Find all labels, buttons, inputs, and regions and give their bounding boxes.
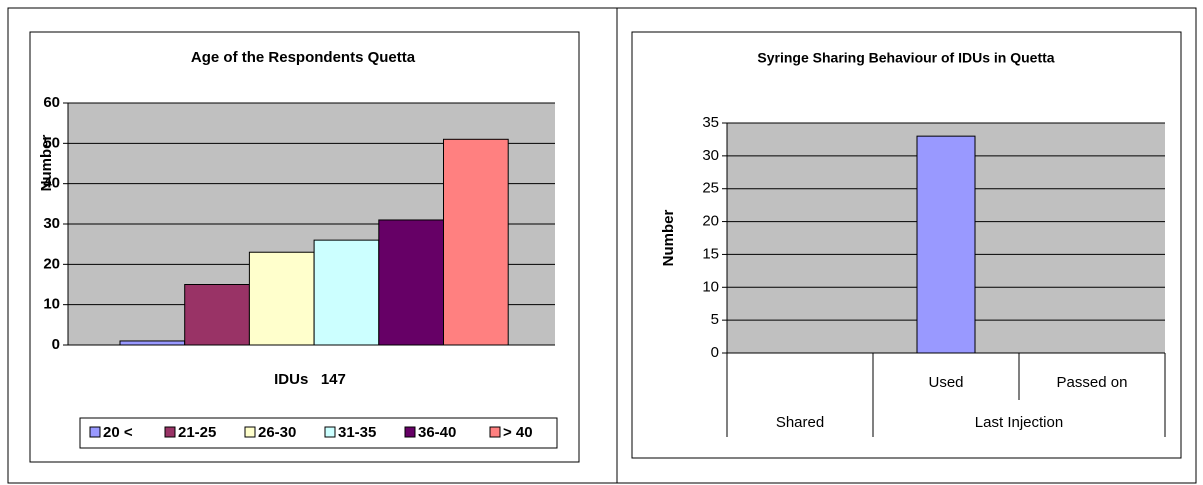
y-tick-label: 50 [43,134,60,151]
y-axis-label: Number [660,210,677,267]
legend-label: 20 < [103,424,133,441]
chart-title: Age of the Respondents Quetta [191,49,416,66]
legend-swatch [404,426,416,438]
y-tick-label: 20 [702,213,719,230]
legend-swatch [489,426,501,438]
table-border [7,7,1197,484]
y-tick-label: 20 [43,255,60,272]
y-tick-label: 15 [702,245,719,262]
y-tick-label: 30 [702,147,719,164]
bar [248,251,315,346]
legend-label: 26-30 [258,424,296,441]
y-tick-label: 5 [711,311,719,328]
chart-title: Syringe Sharing Behaviour of IDUs in Que… [757,50,1054,66]
x-axis-label: IDUs 147 [274,371,346,388]
x-tick-label: Used [928,374,963,391]
bar [378,219,444,346]
group-label: Last Injection [975,414,1063,431]
y-tick-label: 10 [702,278,719,295]
x-tick-label: Passed on [1057,374,1128,391]
bar [119,340,186,346]
group-label: Shared [776,414,824,431]
y-tick-label: 60 [43,94,60,111]
legend-swatch [324,426,336,438]
bar [443,138,509,346]
y-tick-label: 0 [711,344,719,361]
y-tick-label: 35 [702,114,719,131]
y-axis-label: Number [38,135,55,192]
legend-label: > 40 [503,424,533,441]
y-tick-label: 0 [52,336,60,353]
legend [79,417,558,449]
bar [313,239,380,346]
legend-swatch [164,426,176,438]
legend-label: 31-35 [338,424,376,441]
y-tick-label: 40 [43,175,60,192]
legend-swatch [89,426,101,438]
bar [184,284,250,346]
bar [916,135,976,354]
legend-label: 36-40 [418,424,456,441]
y-tick-label: 30 [43,215,60,232]
legend-label: 21-25 [178,424,216,441]
legend-swatch [244,426,256,438]
y-tick-label: 10 [43,296,60,313]
y-tick-label: 25 [702,180,719,197]
